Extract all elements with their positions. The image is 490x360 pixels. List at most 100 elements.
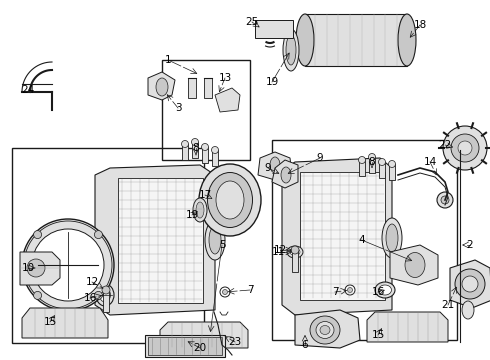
Ellipse shape	[316, 321, 334, 338]
Ellipse shape	[270, 157, 280, 173]
Circle shape	[22, 219, 114, 311]
Bar	[148, 337, 222, 355]
Ellipse shape	[281, 167, 291, 183]
Polygon shape	[22, 308, 108, 338]
Circle shape	[222, 289, 227, 294]
Bar	[202, 147, 208, 163]
Bar	[162, 60, 250, 160]
Text: 6: 6	[302, 340, 308, 350]
Bar	[255, 20, 293, 38]
Circle shape	[455, 269, 485, 299]
Text: 21: 21	[441, 300, 455, 310]
Ellipse shape	[193, 198, 207, 222]
Ellipse shape	[290, 248, 300, 256]
Bar	[12, 148, 204, 343]
Ellipse shape	[205, 220, 225, 260]
Ellipse shape	[398, 14, 416, 66]
Text: 14: 14	[423, 157, 437, 167]
Text: 8: 8	[368, 157, 375, 167]
Text: 17: 17	[198, 190, 212, 200]
Text: 4: 4	[358, 235, 365, 245]
Text: 19: 19	[185, 210, 198, 220]
Circle shape	[34, 291, 42, 300]
Polygon shape	[295, 310, 360, 348]
Bar	[204, 78, 212, 98]
Ellipse shape	[286, 35, 296, 65]
Polygon shape	[148, 72, 175, 100]
Bar	[292, 250, 298, 272]
Circle shape	[437, 192, 453, 208]
Ellipse shape	[156, 78, 168, 96]
Text: 25: 25	[245, 17, 259, 27]
Bar	[192, 142, 198, 158]
Bar	[359, 160, 365, 176]
Bar	[103, 290, 109, 312]
Ellipse shape	[310, 316, 340, 344]
Circle shape	[347, 288, 352, 292]
Circle shape	[220, 287, 230, 297]
Text: 1: 1	[165, 55, 172, 65]
Circle shape	[451, 134, 479, 162]
Ellipse shape	[196, 202, 204, 218]
Circle shape	[102, 286, 110, 294]
Text: 24: 24	[22, 85, 35, 95]
Circle shape	[378, 158, 386, 166]
Ellipse shape	[199, 164, 261, 236]
Circle shape	[32, 229, 104, 301]
Text: 3: 3	[175, 103, 181, 113]
Bar	[188, 78, 196, 98]
Bar	[305, 14, 407, 66]
Circle shape	[181, 140, 189, 148]
Circle shape	[359, 157, 366, 163]
Ellipse shape	[462, 301, 474, 319]
Circle shape	[345, 285, 355, 295]
Text: 2: 2	[466, 240, 473, 250]
Text: 5: 5	[219, 240, 225, 250]
Polygon shape	[20, 252, 60, 285]
Text: 7: 7	[246, 285, 253, 295]
Polygon shape	[258, 152, 292, 180]
Polygon shape	[160, 322, 248, 348]
Ellipse shape	[287, 246, 303, 258]
Ellipse shape	[375, 282, 395, 298]
Polygon shape	[367, 312, 448, 342]
Text: 9: 9	[317, 153, 323, 163]
Bar	[272, 140, 457, 340]
Polygon shape	[95, 165, 215, 315]
Polygon shape	[272, 160, 298, 188]
Circle shape	[34, 231, 42, 239]
Circle shape	[441, 196, 449, 204]
Text: 8: 8	[193, 143, 199, 153]
Text: 12: 12	[273, 245, 287, 255]
Text: 23: 23	[228, 337, 242, 347]
Circle shape	[458, 141, 472, 155]
Ellipse shape	[283, 29, 299, 71]
Text: 10: 10	[22, 263, 35, 273]
Text: 9: 9	[265, 163, 271, 173]
Circle shape	[291, 246, 299, 254]
Text: 16: 16	[371, 287, 385, 297]
Text: 11: 11	[271, 247, 285, 257]
Circle shape	[368, 153, 375, 161]
Polygon shape	[390, 245, 438, 285]
Bar	[389, 164, 395, 180]
Polygon shape	[215, 88, 240, 112]
Text: 20: 20	[194, 343, 207, 353]
Circle shape	[95, 291, 102, 300]
Circle shape	[389, 161, 395, 167]
Bar	[145, 335, 225, 357]
Text: 12: 12	[85, 277, 98, 287]
Circle shape	[212, 147, 219, 153]
Bar	[182, 144, 188, 160]
Ellipse shape	[386, 224, 398, 252]
Text: 15: 15	[371, 330, 385, 340]
Text: 22: 22	[439, 140, 452, 150]
Ellipse shape	[320, 325, 330, 334]
Text: 16: 16	[83, 293, 97, 303]
Text: 18: 18	[414, 20, 427, 30]
Ellipse shape	[378, 285, 392, 295]
Circle shape	[27, 259, 45, 277]
Bar	[118, 178, 203, 303]
Bar	[212, 150, 218, 166]
Ellipse shape	[96, 284, 114, 306]
